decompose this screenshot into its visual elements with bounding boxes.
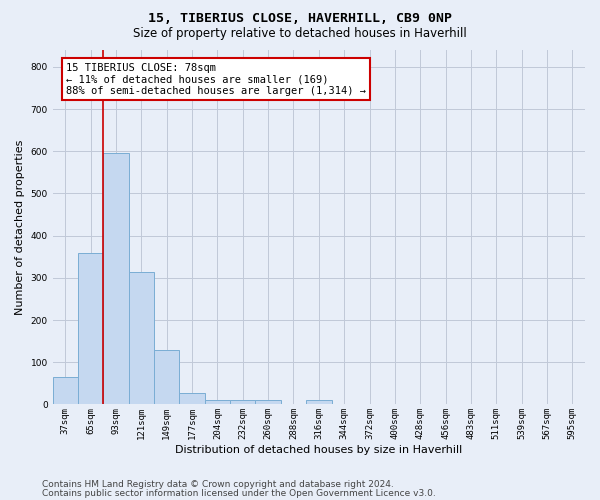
Text: Size of property relative to detached houses in Haverhill: Size of property relative to detached ho…: [133, 28, 467, 40]
Bar: [154, 350, 179, 405]
Bar: [205, 400, 230, 404]
Y-axis label: Number of detached properties: Number of detached properties: [15, 140, 25, 315]
Bar: [256, 400, 281, 404]
Text: Contains public sector information licensed under the Open Government Licence v3: Contains public sector information licen…: [42, 489, 436, 498]
Bar: [78, 252, 103, 404]
Bar: [306, 400, 332, 404]
Text: Contains HM Land Registry data © Crown copyright and database right 2024.: Contains HM Land Registry data © Crown c…: [42, 480, 394, 489]
Bar: [230, 400, 256, 404]
Text: 15 TIBERIUS CLOSE: 78sqm
← 11% of detached houses are smaller (169)
88% of semi-: 15 TIBERIUS CLOSE: 78sqm ← 11% of detach…: [66, 62, 366, 96]
Bar: [53, 377, 78, 404]
X-axis label: Distribution of detached houses by size in Haverhill: Distribution of detached houses by size …: [175, 445, 463, 455]
Bar: [103, 154, 129, 404]
Text: 15, TIBERIUS CLOSE, HAVERHILL, CB9 0NP: 15, TIBERIUS CLOSE, HAVERHILL, CB9 0NP: [148, 12, 452, 26]
Bar: [129, 272, 154, 404]
Bar: [179, 392, 205, 404]
